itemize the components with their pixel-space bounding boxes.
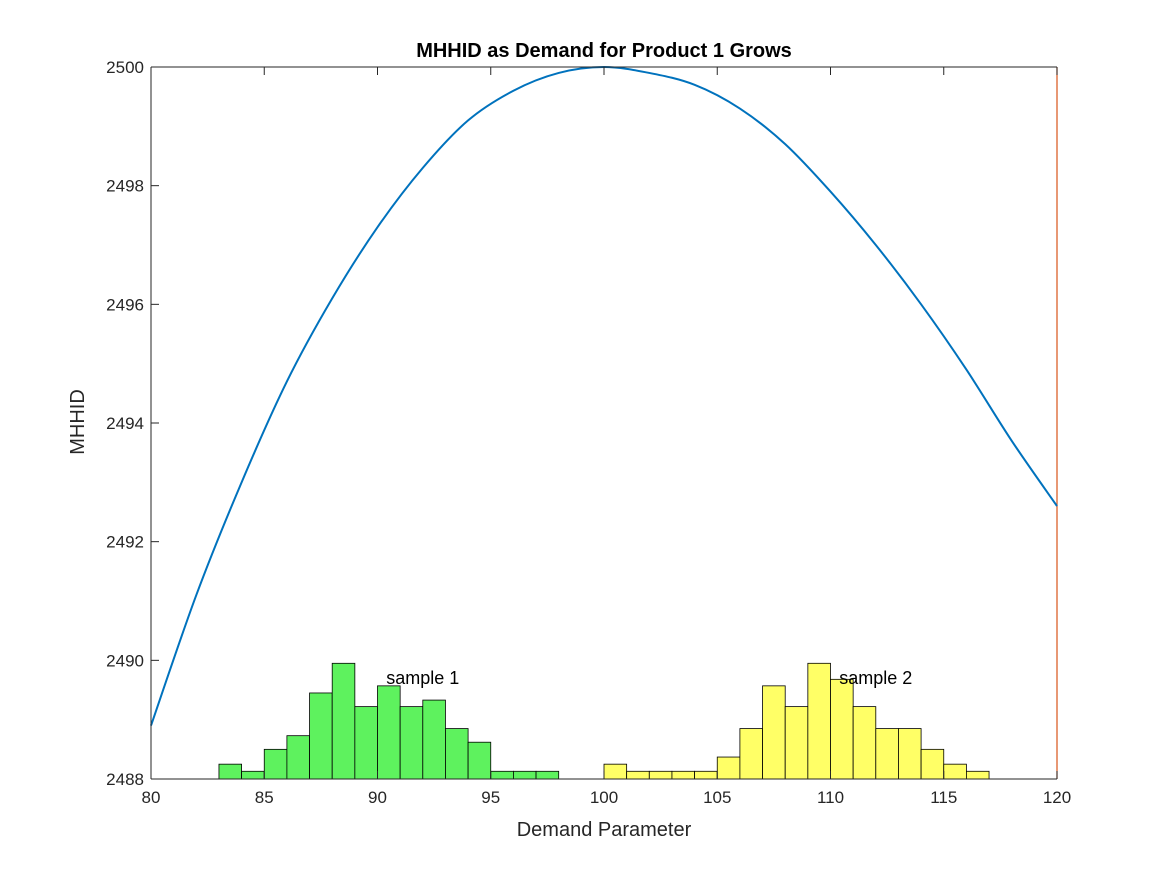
histogram-1-bar-10 bbox=[422, 699, 446, 780]
x-tick-label-4: 95 bbox=[481, 788, 500, 807]
histogram-1-label: sample 1 bbox=[386, 668, 459, 688]
histogram-2-bar-13 bbox=[875, 728, 899, 780]
histogram-1-bar-12 bbox=[467, 741, 492, 780]
histogram-1-bar-13 bbox=[490, 770, 514, 780]
histogram-2-bar-2 bbox=[626, 770, 650, 780]
x-tick-label-2: 85 bbox=[255, 788, 274, 807]
x-tick-label-3: 90 bbox=[368, 788, 387, 807]
x-tick-label-6: 105 bbox=[703, 788, 731, 807]
histogram-bars bbox=[218, 662, 990, 780]
y-tick-label-6: 2498 bbox=[106, 177, 144, 196]
x-axis-title: Demand Parameter bbox=[517, 819, 692, 841]
histogram-1-bar-3 bbox=[263, 748, 288, 780]
plot-area bbox=[151, 67, 1057, 779]
histogram-2-bar-6 bbox=[716, 756, 741, 780]
y-tick-label-5: 2496 bbox=[106, 295, 144, 314]
y-tick-label-1: 2488 bbox=[106, 770, 144, 789]
histogram-2-bar-1 bbox=[603, 763, 628, 780]
histogram-1-bar-14 bbox=[513, 770, 537, 780]
y-tick-label-3: 2492 bbox=[106, 533, 144, 552]
y-tick-label-4: 2494 bbox=[106, 414, 144, 433]
histogram-1-bar-8 bbox=[377, 685, 401, 780]
y-tick-label-2: 2490 bbox=[106, 651, 144, 670]
histogram-2-label: sample 2 bbox=[839, 668, 912, 688]
histogram-1-bar-4 bbox=[286, 735, 310, 780]
annotations: sample 1 sample 2 bbox=[386, 668, 912, 688]
histogram-2-bar-9 bbox=[784, 706, 809, 780]
histogram-2-bar-4 bbox=[671, 770, 696, 780]
histogram-2-bar-16 bbox=[943, 763, 967, 780]
x-tick-label-9: 120 bbox=[1043, 788, 1071, 807]
histogram-2-bar-15 bbox=[920, 748, 945, 780]
histogram-1-bar-6 bbox=[331, 662, 356, 780]
histogram-1-bar-15 bbox=[535, 770, 560, 780]
x-tick-label-8: 115 bbox=[930, 788, 957, 807]
x-tick-label-5: 100 bbox=[590, 788, 618, 807]
histogram-1-bar-5 bbox=[309, 692, 333, 780]
histogram-2-bar-8 bbox=[762, 685, 786, 780]
y-tick-label-7: 2500 bbox=[106, 58, 144, 77]
histogram-2-bar-5 bbox=[694, 770, 718, 780]
histogram-1-bar-9 bbox=[399, 706, 424, 780]
histogram-2-bar-3 bbox=[648, 770, 673, 780]
histogram-2-bar-7 bbox=[739, 728, 763, 780]
histogram-1-bar-2 bbox=[241, 770, 265, 780]
histogram-2-bar-12 bbox=[852, 706, 877, 780]
histogram-2-bar-11 bbox=[830, 678, 854, 780]
plot-background bbox=[151, 67, 1057, 779]
axes: 80 85 90 95 100 105 110 115 120 2488 2490 2492 2494 2… bbox=[106, 58, 1071, 807]
histogram-1-bar-1 bbox=[218, 763, 242, 780]
mhhid-curve bbox=[150, 65, 1058, 726]
histogram-1-bar-7 bbox=[354, 706, 378, 780]
chart-title: MHHID as Demand for Product 1 Grows bbox=[416, 40, 792, 62]
histogram-2-bar-10 bbox=[807, 662, 831, 780]
x-tick-label-7: 110 bbox=[817, 788, 844, 807]
histogram-2-bar-14 bbox=[898, 728, 922, 780]
histogram-2-bar-17 bbox=[966, 770, 990, 780]
curve-layer bbox=[150, 65, 1058, 779]
y-axis-title: MHHID bbox=[67, 389, 89, 455]
x-tick-label-1: 80 bbox=[142, 788, 161, 807]
histogram-1-bar-11 bbox=[445, 728, 469, 780]
